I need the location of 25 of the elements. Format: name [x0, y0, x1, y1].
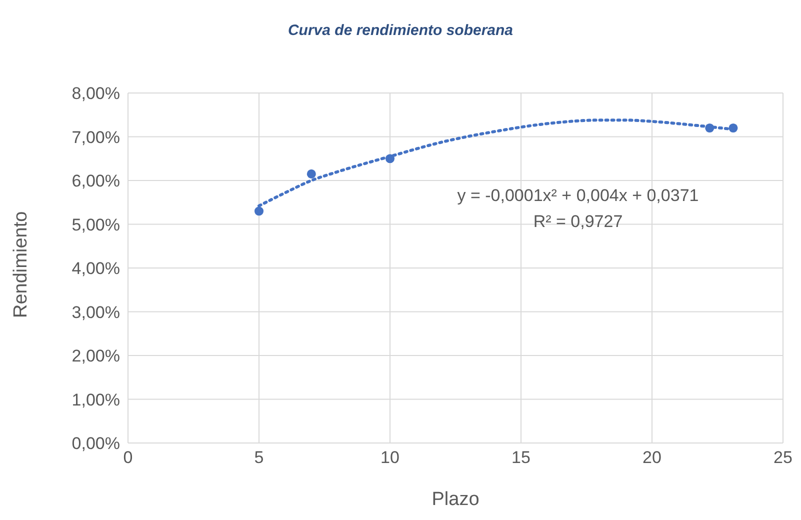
y-tick-label: 6,00%	[72, 172, 120, 191]
point	[728, 123, 738, 133]
y-tick-label: 1,00%	[72, 390, 120, 410]
x-tick-label: 20	[642, 448, 662, 468]
point	[705, 123, 714, 133]
x-tick-label: 5	[254, 448, 264, 468]
x-tick-label: 0	[123, 448, 133, 468]
x-axis-title: Plazo	[432, 489, 480, 510]
point	[385, 154, 395, 164]
y-tick-label: 7,00%	[72, 128, 120, 147]
chart-title: Curva de rendimiento soberana	[286, 22, 514, 39]
x-tick-label: 25	[774, 448, 792, 468]
y-tick-label: 8,00%	[72, 84, 120, 104]
x-tick-label: 10	[380, 448, 400, 468]
x-tick-label: 15	[512, 448, 530, 468]
y-tick-label: 2,00%	[72, 346, 120, 366]
y-axis-title: Rendimiento	[10, 211, 32, 318]
y-tick-label: 0,00%	[72, 434, 120, 454]
point	[306, 169, 316, 178]
point	[254, 206, 264, 216]
annotation: y = -0,0001x² + 0,004x + 0,0371	[456, 186, 700, 206]
y-tick-label: 4,00%	[72, 259, 120, 278]
y-tick-label: 3,00%	[72, 302, 120, 322]
annotation: R² = 0,9727	[532, 212, 624, 232]
y-tick-label: 5,00%	[72, 215, 120, 234]
